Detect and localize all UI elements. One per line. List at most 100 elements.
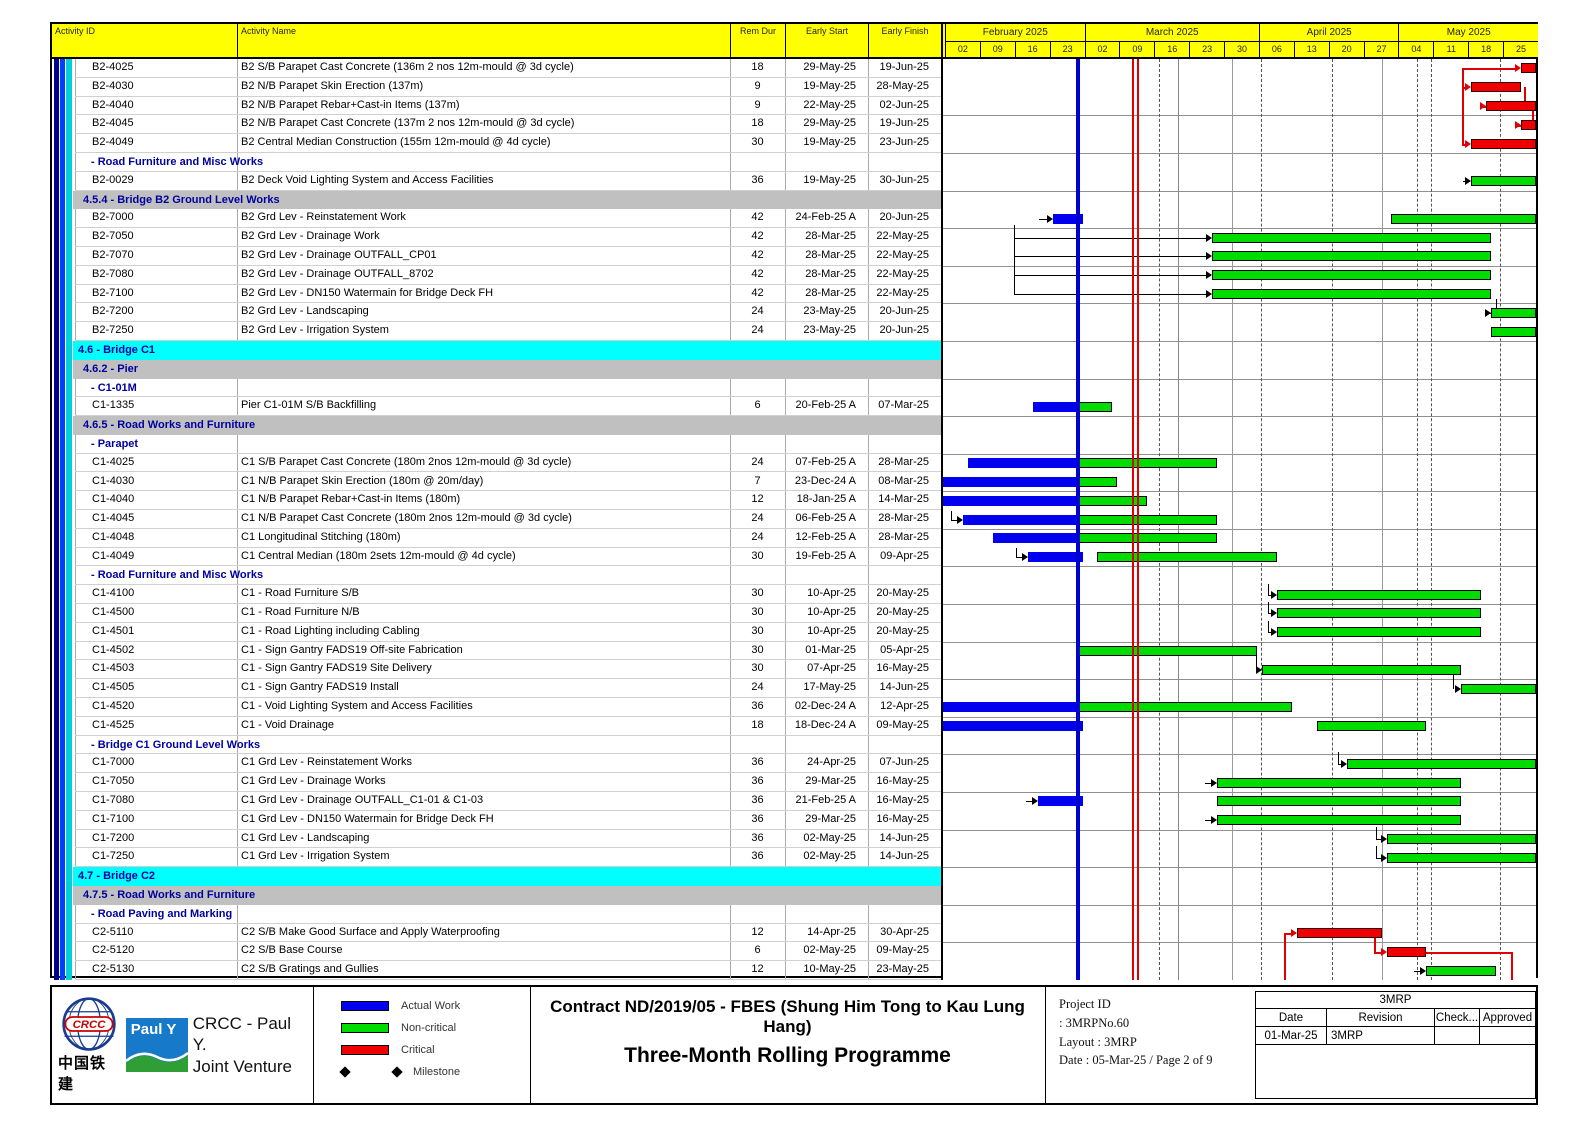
table-row: C1-7250 C1 Grd Lev - Irrigation System 36 0… bbox=[52, 848, 941, 868]
activity-id-cell: B2-0029 bbox=[92, 173, 134, 186]
bar-critical bbox=[1486, 100, 1536, 111]
activity-name-cell: B2 N/B Parapet Rebar+Cast-in Items (137m… bbox=[241, 98, 460, 111]
relationship-arrow bbox=[1270, 609, 1277, 618]
early-finish-cell: 22-May-25 bbox=[876, 230, 929, 243]
month-label: March 2025 bbox=[1084, 24, 1259, 42]
wbs-band-strip bbox=[66, 59, 72, 980]
table-row: B2-4025 B2 S/B Parapet Cast Concrete (136… bbox=[52, 59, 941, 78]
programme-title: Contract ND/2019/05 - FBES (Shung Him To… bbox=[530, 987, 1045, 1103]
rem-dur-cell: 24 bbox=[751, 305, 764, 318]
activity-name-cell: C1 Grd Lev - Landscaping bbox=[241, 831, 370, 844]
activity-name-cell: Pier C1-01M S/B Backfilling bbox=[241, 399, 377, 412]
bar-actual-work bbox=[943, 495, 1083, 506]
relationship-arrow bbox=[1515, 120, 1521, 129]
bar-non-critical bbox=[1077, 476, 1118, 487]
week-label: 23 bbox=[1189, 42, 1225, 57]
rem-dur-cell: 12 bbox=[751, 963, 764, 976]
row-separator bbox=[75, 847, 941, 849]
row-separator bbox=[75, 76, 941, 78]
activity-name-cell: C1 - Void Drainage bbox=[241, 718, 334, 731]
bar-critical bbox=[1296, 928, 1382, 938]
table-row: B2-7200 B2 Grd Lev - Landscaping 24 23-May-… bbox=[52, 303, 941, 323]
title-block: CRCC 中国铁建 Paul Y CRCC - Paul Y. Joint Ve… bbox=[50, 985, 1538, 1105]
activity-name-cell: C1 Grd Lev - Reinstatement Works bbox=[241, 756, 412, 769]
rem-dur-cell: 24 bbox=[751, 324, 764, 337]
relationship-line bbox=[1268, 613, 1271, 615]
sight-line-horizontal bbox=[943, 566, 1536, 568]
sight-line-horizontal bbox=[943, 754, 1536, 756]
relationship-arrow bbox=[1270, 590, 1277, 599]
activity-name-cell: B2 Grd Lev - Drainage OUTFALL_CP01 bbox=[241, 248, 437, 261]
activity-id-cell: C1-7250 bbox=[92, 850, 135, 863]
activity-name-cell: C1 Central Median (180m 2sets 12m-mould … bbox=[241, 549, 516, 562]
activity-id-cell: C2-5120 bbox=[92, 944, 135, 957]
early-finish-cell: 20-Jun-25 bbox=[879, 305, 929, 318]
table-column-line bbox=[730, 59, 731, 980]
relationship-line bbox=[1463, 181, 1465, 183]
row-separator bbox=[75, 659, 941, 661]
relationship-line bbox=[1284, 933, 1286, 980]
rem-dur-cell: 30 bbox=[751, 662, 764, 675]
relationship-arrow bbox=[1206, 233, 1212, 242]
table-header: Activity ID Activity Name Rem Dur Early … bbox=[52, 24, 941, 59]
relationship-line bbox=[1496, 298, 1497, 313]
rem-dur-cell: 24 bbox=[751, 530, 764, 543]
rem-dur-cell: 36 bbox=[751, 700, 764, 713]
rem-dur-cell: 18 bbox=[751, 718, 764, 731]
activity-id-cell: C1-7000 bbox=[92, 756, 135, 769]
bar-critical bbox=[1471, 138, 1536, 149]
column-header-activity-name: Activity Name bbox=[237, 24, 730, 59]
relationship-line bbox=[1016, 557, 1022, 559]
bar-non-critical bbox=[1097, 552, 1277, 563]
activity-id-cell: B2-4045 bbox=[92, 117, 134, 130]
early-finish-cell: 20-Jun-25 bbox=[879, 211, 929, 224]
relationship-line bbox=[1014, 256, 1206, 258]
relationship-line bbox=[1338, 751, 1339, 764]
row-separator bbox=[75, 245, 941, 247]
revision-name-cell: 3MRP bbox=[1326, 1027, 1434, 1045]
activity-id-cell: C1-1335 bbox=[92, 399, 135, 412]
relationship-line bbox=[1268, 632, 1271, 634]
early-start-cell: 10-Apr-25 bbox=[807, 624, 856, 637]
activity-name-cell: C1 Grd Lev - Drainage OUTFALL_C1-01 & C1… bbox=[241, 794, 484, 807]
contract-title: Contract ND/2019/05 - FBES (Shung Him To… bbox=[550, 997, 1025, 1036]
row-separator bbox=[75, 640, 941, 642]
section-title: 4.7.5 - Road Works and Furniture bbox=[83, 889, 256, 902]
sight-line-horizontal bbox=[943, 904, 1536, 906]
sight-line-horizontal bbox=[943, 416, 1536, 418]
relationship-arrow bbox=[1046, 214, 1053, 223]
milestone-diamond-icon bbox=[339, 1065, 351, 1078]
row-separator bbox=[75, 527, 941, 529]
early-start-cell: 28-Mar-25 bbox=[805, 267, 856, 280]
relationship-arrow bbox=[1465, 83, 1471, 92]
svg-text:CRCC: CRCC bbox=[73, 1019, 107, 1031]
legend-label: Milestone bbox=[413, 1065, 461, 1078]
row-separator bbox=[75, 452, 941, 454]
sight-line-horizontal bbox=[943, 604, 1536, 606]
table-row: C1-4100 C1 - Road Furniture S/B 30 10-Apr-2… bbox=[52, 585, 941, 605]
gantt-sheet: Activity ID Activity Name Rem Dur Early … bbox=[50, 22, 1538, 980]
row-separator bbox=[75, 828, 941, 830]
relationship-line bbox=[1426, 951, 1511, 954]
activity-name-cell: C1 - Sign Gantry FADS19 Install bbox=[241, 681, 399, 694]
activity-name-cell: B2 Deck Void Lighting System and Access … bbox=[241, 173, 494, 186]
rem-dur-cell: 36 bbox=[751, 173, 764, 186]
sight-line-horizontal bbox=[943, 491, 1536, 493]
relationship-arrow bbox=[1455, 684, 1462, 693]
activity-id-cell: C1-4045 bbox=[92, 512, 135, 525]
relationship-arrow bbox=[1211, 778, 1218, 787]
early-start-cell: 02-Dec-24 A bbox=[794, 700, 856, 713]
relationship-dashed-line bbox=[1417, 59, 1418, 980]
early-start-cell: 29-May-25 bbox=[803, 117, 856, 130]
activity-name-cell: C1 N/B Parapet Skin Erection (180m @ 20m… bbox=[241, 474, 484, 487]
early-finish-cell: 16-May-25 bbox=[876, 775, 929, 788]
activity-name-cell: B2 S/B Parapet Cast Concrete (136m 2 nos… bbox=[241, 61, 574, 73]
rem-dur-cell: 30 bbox=[751, 549, 764, 562]
relationship-arrow bbox=[1211, 816, 1218, 825]
early-finish-cell: 14-Jun-25 bbox=[879, 681, 929, 694]
early-finish-cell: 19-Jun-25 bbox=[879, 61, 929, 73]
early-finish-cell: 28-Mar-25 bbox=[878, 455, 929, 468]
activity-name-cell: C1 N/B Parapet Rebar+Cast-in Items (180m… bbox=[241, 493, 461, 506]
rem-dur-cell: 30 bbox=[751, 624, 764, 637]
bar-non-critical bbox=[1077, 458, 1218, 469]
